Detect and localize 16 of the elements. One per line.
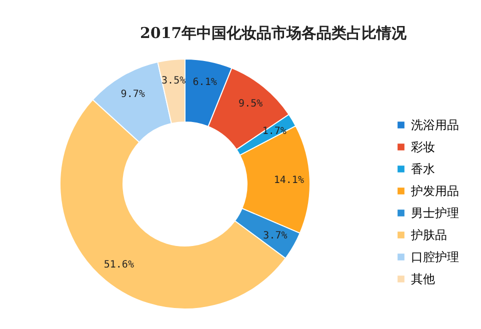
data-label: 3.5% [162, 76, 186, 87]
data-label: 9.7% [120, 89, 145, 100]
legend-label: 护发用品 [410, 184, 459, 198]
chart-title: 2017年中国化妆品市场各品类占比情况 [140, 24, 408, 42]
legend-label: 口腔护理 [411, 250, 459, 264]
data-label: 14.1% [274, 174, 304, 186]
data-label: 6.1% [192, 76, 217, 88]
data-label: 51.6% [104, 259, 134, 270]
data-label: 9.5% [238, 98, 263, 110]
data-label: 3.7% [263, 230, 288, 242]
legend-label: 彩妆 [411, 140, 435, 154]
legend-label: 洗浴用品 [411, 118, 459, 132]
legend-label: 香水 [411, 162, 435, 176]
legend-label: 其他 [411, 272, 435, 286]
legend-label: 护肤品 [410, 228, 447, 242]
legend-label: 男士护理 [411, 206, 459, 220]
